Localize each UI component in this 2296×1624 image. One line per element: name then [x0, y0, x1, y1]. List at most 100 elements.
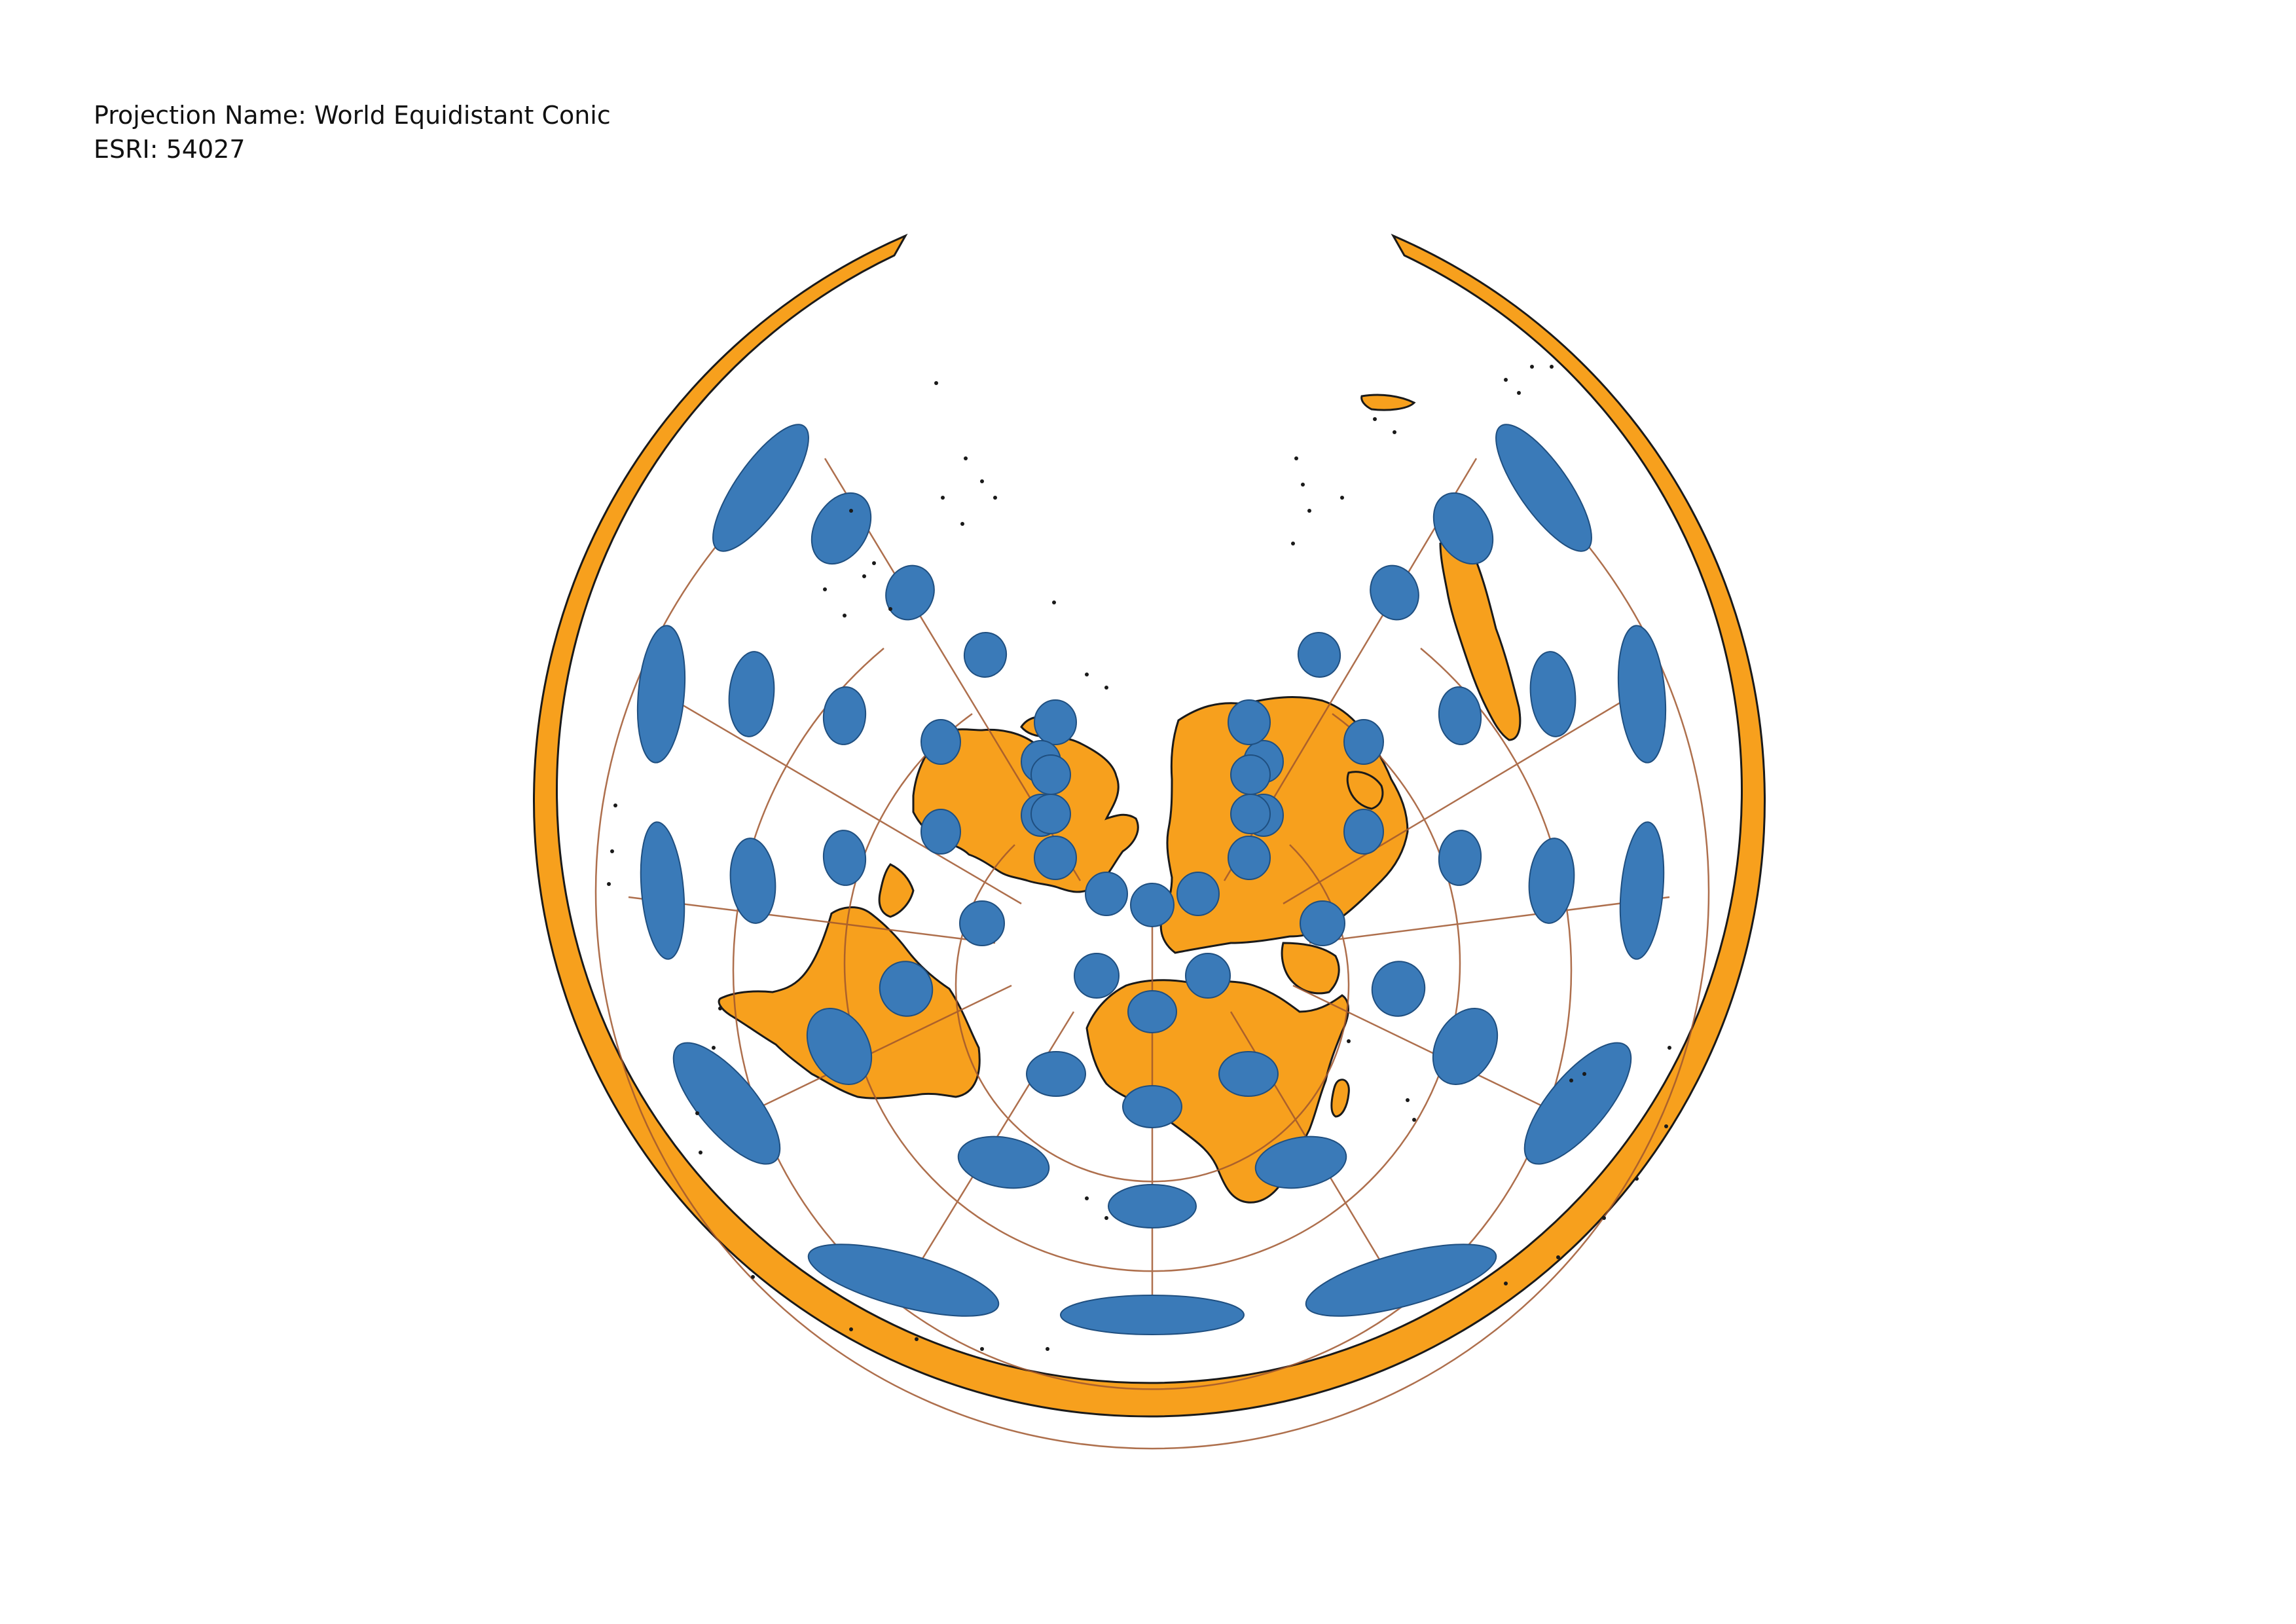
projection-name-label: Projection Name: World Equidistant Conic: [94, 101, 611, 130]
island-dot: [1556, 1255, 1560, 1259]
tissot-ellipse: [1230, 794, 1271, 834]
island-dot: [1085, 1196, 1089, 1200]
esri-code-label: ESRI: 54027: [94, 135, 246, 164]
east-asia-coast: [1439, 539, 1522, 741]
parallel-3: [732, 648, 1573, 1390]
island-dot: [1046, 1347, 1049, 1351]
outer-band: [533, 233, 1766, 1418]
tissot-ellipse: [1617, 625, 1667, 764]
tissot-ellipse: [1300, 900, 1345, 946]
antarctica-band: [533, 233, 1766, 1418]
island-dot: [1393, 430, 1396, 434]
tissot-ellipses: [636, 424, 1667, 1335]
tissot-ellipse: [1127, 990, 1177, 1033]
tissot-ellipse: [1370, 564, 1419, 621]
tissot-ellipse: [728, 651, 775, 737]
island-dot: [849, 1327, 853, 1331]
tissot-ellipse: [1185, 953, 1231, 999]
tissot-ellipse: [1305, 1244, 1497, 1317]
madagascar: [1330, 1079, 1350, 1118]
island-dot: [607, 882, 611, 886]
indian-subcontinent: [1346, 771, 1384, 810]
island-dot: [751, 1275, 755, 1279]
tissot-ellipse: [1523, 1042, 1632, 1165]
tissot-ellipse: [640, 821, 685, 960]
island-dot: [1291, 542, 1295, 545]
tissot-ellipse: [1529, 651, 1576, 737]
tissot-ellipse: [1432, 1007, 1499, 1086]
tissot-ellipse: [1432, 492, 1494, 565]
island-dot: [960, 522, 964, 526]
tissot-ellipse: [1030, 754, 1071, 795]
tissot-ellipse: [1619, 821, 1665, 960]
tissot-ellipse: [879, 961, 934, 1017]
tissot-ellipse: [636, 625, 686, 764]
island-dot: [964, 456, 968, 460]
tissot-ellipse: [1085, 872, 1128, 916]
island-dot: [1104, 686, 1108, 690]
central-america: [878, 863, 915, 918]
middle-east: [1281, 942, 1340, 995]
south-america: [718, 906, 981, 1099]
tissot-ellipse: [811, 492, 872, 565]
island-dot: [1085, 673, 1089, 676]
island-dot: [1406, 1098, 1410, 1102]
tissot-ellipse: [1034, 836, 1077, 880]
island-dot: [980, 479, 984, 483]
meridian-w3: [628, 896, 996, 944]
island-dot: [1517, 391, 1521, 395]
island-dot: [888, 607, 892, 611]
tissot-ellipse: [729, 838, 776, 924]
tissot-ellipse: [1176, 872, 1220, 916]
tissot-ellipse: [1026, 1051, 1086, 1097]
tissot-ellipse: [1030, 794, 1071, 834]
island-dot: [1530, 365, 1534, 369]
arctic-island-east: [1360, 394, 1416, 411]
tissot-ellipse: [712, 424, 809, 552]
tissot-ellipse: [806, 1007, 873, 1086]
island-dot: [1504, 1282, 1508, 1285]
island-dot: [1307, 509, 1311, 513]
island-dot: [934, 381, 938, 385]
tissot-ellipse: [822, 686, 867, 745]
tissot-ellipse: [963, 632, 1008, 678]
island-dot: [712, 1046, 716, 1050]
island-dot: [1052, 600, 1056, 604]
tissot-ellipse: [1230, 754, 1271, 795]
tissot-ellipse: [920, 809, 961, 855]
island-dot: [872, 561, 876, 565]
tissot-ellipse: [1218, 1051, 1279, 1097]
tissot-ellipse: [822, 830, 867, 886]
island-dot: [1294, 456, 1298, 460]
island-dot: [823, 587, 827, 591]
island-dot: [980, 1347, 984, 1351]
tissot-ellipse: [957, 1135, 1050, 1189]
island-dot: [1667, 1046, 1671, 1050]
island-dot: [1550, 365, 1554, 369]
island-dot: [1602, 1216, 1606, 1220]
island-dot: [993, 496, 997, 500]
tissot-ellipse: [1074, 953, 1120, 999]
tissot-ellipse: [1228, 699, 1271, 745]
tissot-ellipse: [1528, 838, 1575, 924]
tissot-ellipse: [1343, 809, 1384, 855]
island-dot: [843, 614, 847, 618]
island-speckles: [607, 365, 1671, 1351]
meridian-e2: [1283, 680, 1657, 905]
island-dot: [1582, 1072, 1586, 1076]
parallel-4: [594, 497, 1710, 1450]
island-dot: [1635, 1177, 1639, 1181]
island-dot: [699, 1151, 702, 1154]
tissot-ellipse: [1297, 632, 1341, 678]
tissot-ellipse: [1122, 1085, 1182, 1128]
island-dot: [941, 496, 945, 500]
tissot-ellipse: [1228, 836, 1271, 880]
tissot-ellipse: [1438, 686, 1482, 745]
island-dot: [1504, 378, 1508, 382]
island-dot: [610, 849, 614, 853]
island-dot: [1664, 1124, 1668, 1128]
tissot-ellipse: [672, 1042, 781, 1165]
island-dot: [1301, 483, 1305, 487]
